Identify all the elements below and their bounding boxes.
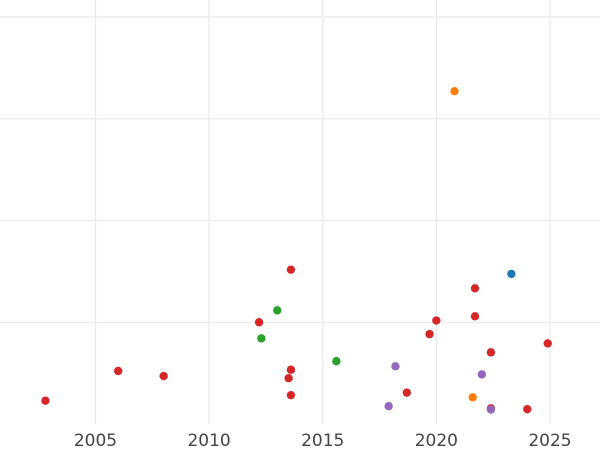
data-point: [432, 316, 441, 325]
data-point: [470, 312, 480, 321]
data-point: [286, 265, 296, 274]
data-point: [523, 404, 532, 414]
data-point: [286, 390, 296, 400]
data-point: [470, 284, 480, 293]
data-point: [477, 370, 487, 379]
data-point: [543, 339, 552, 348]
data-points: [41, 86, 552, 414]
x-tick-label: 2015: [301, 431, 344, 450]
x-tick-label: 2010: [187, 431, 230, 450]
x-tick-label: 2020: [415, 431, 458, 450]
data-point: [450, 86, 459, 96]
data-point: [425, 329, 434, 339]
data-point: [113, 366, 123, 376]
data-point: [384, 401, 393, 411]
data-point: [391, 362, 400, 371]
data-point: [332, 357, 341, 366]
data-point: [507, 269, 516, 279]
data-point: [159, 371, 168, 381]
grid: [0, 0, 600, 424]
data-point: [284, 374, 293, 383]
data-point: [486, 348, 496, 357]
x-tick-label: 2025: [528, 431, 571, 450]
data-point: [41, 396, 50, 405]
data-point: [402, 388, 412, 397]
data-point: [273, 306, 282, 315]
data-point: [257, 334, 266, 343]
data-point: [286, 365, 296, 374]
data-point: [486, 405, 496, 414]
x-tick-label: 2005: [74, 431, 117, 450]
data-point: [468, 393, 477, 402]
x-axis-tick-labels: 2005 2010 2015 2020 2025: [74, 431, 572, 450]
data-point: [254, 318, 264, 327]
